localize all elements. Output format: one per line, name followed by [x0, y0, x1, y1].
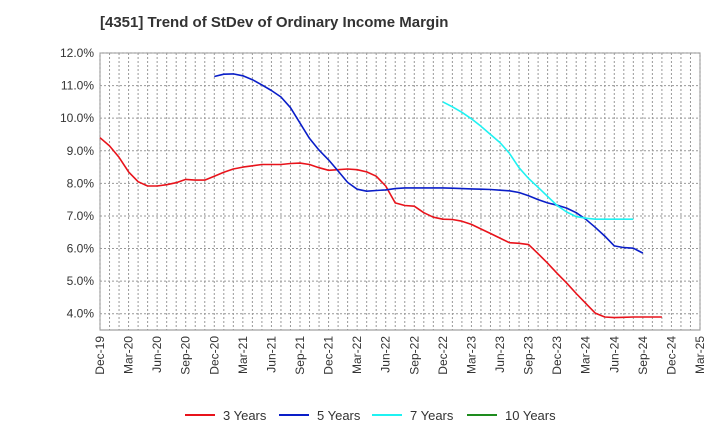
x-tick-label: Jun-22	[379, 336, 393, 373]
x-tick-label: Jun-21	[264, 336, 278, 373]
x-tick-label: Dec-23	[550, 336, 564, 375]
y-tick-label: 12.0%	[60, 46, 94, 60]
series-line-5-years	[214, 73, 644, 254]
x-tick-label: Mar-21	[236, 336, 250, 374]
x-tick-label: Dec-20	[207, 336, 221, 375]
x-tick-label: Mar-22	[350, 336, 364, 374]
x-tick-label: Sep-23	[522, 336, 536, 375]
legend: 3 Years 5 Years 7 Years 10 Years	[185, 408, 556, 423]
x-tick-label: Sep-24	[636, 336, 650, 375]
series-line-7-years	[442, 101, 634, 220]
legend-label: 7 Years	[410, 408, 454, 423]
y-tick-label: 4.0%	[67, 307, 95, 321]
x-tick-label: Jun-20	[150, 336, 164, 373]
x-tick-label: Mar-23	[464, 336, 478, 374]
series-lines	[99, 73, 662, 319]
x-tick-label: Dec-24	[664, 336, 678, 375]
x-tick-label: Mar-25	[693, 336, 707, 374]
y-tick-label: 11.0%	[61, 79, 94, 93]
x-tick-label: Dec-22	[436, 336, 450, 375]
legend-label: 3 Years	[223, 408, 267, 423]
chart-title: [4351] Trend of StDev of Ordinary Income…	[100, 14, 449, 31]
gridlines	[99, 52, 701, 330]
plot-area	[99, 52, 701, 331]
x-tick-label: Sep-20	[179, 336, 193, 375]
legend-label: 5 Years	[317, 408, 361, 423]
x-tick-label: Sep-21	[293, 336, 307, 375]
y-tick-label: 10.0%	[60, 111, 94, 125]
y-tick-label: 8.0%	[67, 176, 95, 190]
x-tick-label: Jun-23	[493, 336, 507, 373]
x-tick-label: Jun-24	[607, 336, 621, 373]
legend-label: 10 Years	[505, 408, 556, 423]
x-tick-label: Sep-22	[407, 336, 421, 375]
y-tick-label: 5.0%	[67, 274, 95, 288]
y-tick-label: 9.0%	[67, 144, 95, 158]
x-tick-label: Mar-20	[122, 336, 136, 374]
y-tick-label: 7.0%	[67, 209, 95, 223]
x-tick-label: Dec-21	[322, 336, 336, 375]
y-tick-label: 6.0%	[67, 242, 95, 256]
series-line-3-years	[99, 137, 662, 319]
x-tick-label: Mar-24	[579, 336, 593, 374]
x-tick-label: Dec-19	[93, 336, 107, 375]
axes: 4.0% 5.0% 6.0% 7.0% 8.0% 9.0% 10.0% 11.0% 12.0% D…	[60, 46, 707, 375]
